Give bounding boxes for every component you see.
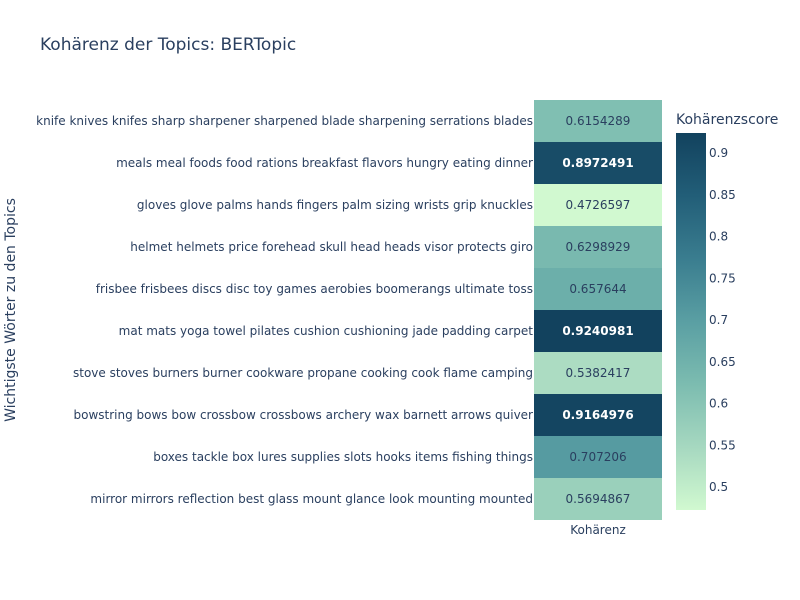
cell-value-label: 0.6154289 bbox=[566, 114, 631, 128]
colorbar-ticks: 0.5 0.55 0.6 0.65 0.7 0.75 0.8 0.85 0.9 bbox=[709, 146, 736, 494]
y-tick-label: stove stoves burners burner cookware pro… bbox=[73, 366, 533, 380]
y-tick-label: meals meal foods food rations breakfast … bbox=[116, 156, 533, 170]
heatmap-cell bbox=[534, 100, 662, 142]
colorbar-tick-label: 0.65 bbox=[709, 355, 736, 369]
x-tick-labels: Kohärenz bbox=[570, 523, 626, 537]
heatmap-cell bbox=[534, 142, 662, 184]
colorbar-tick-label: 0.5 bbox=[709, 480, 728, 494]
heatmap-cell bbox=[534, 352, 662, 394]
y-tick-label: helmet helmets price forehead skull head… bbox=[130, 240, 533, 254]
cell-value-label: 0.9240981 bbox=[562, 324, 633, 338]
cell-value-label: 0.5694867 bbox=[566, 492, 631, 506]
colorbar-tick-label: 0.85 bbox=[709, 188, 736, 202]
colorbar-title: Kohärenzscore bbox=[676, 112, 778, 128]
heatmap-cell bbox=[534, 310, 662, 352]
y-tick-label: mat mats yoga towel pilates cushion cush… bbox=[119, 324, 534, 338]
chart-title: Kohärenz der Topics: BERTopic bbox=[40, 35, 296, 55]
x-tick-label: Kohärenz bbox=[570, 523, 626, 537]
y-tick-label: bowstring bows bow crossbow crossbows ar… bbox=[73, 408, 533, 422]
colorbar-tick-label: 0.8 bbox=[709, 230, 728, 244]
colorbar-tick-label: 0.7 bbox=[709, 313, 728, 327]
cell-value-label: 0.5382417 bbox=[566, 366, 631, 380]
cell-value-label: 0.9164976 bbox=[562, 408, 633, 422]
heatmap-cell bbox=[534, 184, 662, 226]
heatmap-cell bbox=[534, 394, 662, 436]
heatmap-cell bbox=[534, 268, 662, 310]
heatmap-cell bbox=[534, 226, 662, 268]
colorbar-gradient bbox=[676, 133, 706, 510]
colorbar-tick-label: 0.6 bbox=[709, 397, 728, 411]
colorbar-tick-label: 0.55 bbox=[709, 438, 736, 452]
y-tick-label: gloves glove palms hands fingers palm si… bbox=[137, 198, 533, 212]
colorbar: Kohärenzscore 0.50.550.60.650.70.750.80.… bbox=[676, 112, 778, 510]
cell-value-label: 0.4726597 bbox=[566, 198, 631, 212]
heatmap-cells: 0.6154289 0.8972491 0.4726597 0.6298929 0.65… bbox=[534, 100, 662, 520]
heatmap-cell bbox=[534, 436, 662, 478]
y-tick-labels: knife knives knifes sharp sharpener shar… bbox=[36, 114, 533, 506]
cell-value-label: 0.6298929 bbox=[566, 240, 631, 254]
colorbar-tick-label: 0.75 bbox=[709, 271, 736, 285]
heatmap-cell bbox=[534, 478, 662, 520]
y-tick-label: frisbee frisbees discs disc toy games ae… bbox=[96, 282, 533, 296]
colorbar-tick-label: 0.9 bbox=[709, 146, 728, 160]
y-tick-label: boxes tackle box lures supplies slots ho… bbox=[153, 450, 533, 464]
cell-value-label: 0.707206 bbox=[569, 450, 626, 464]
y-tick-label: mirror mirrors reflection best glass mou… bbox=[90, 492, 533, 506]
cell-value-label: 0.657644 bbox=[569, 282, 626, 296]
y-tick-label: knife knives knifes sharp sharpener shar… bbox=[36, 114, 533, 128]
cell-value-label: 0.8972491 bbox=[562, 156, 633, 170]
y-axis-label: Wichtigste Wörter zu den Topics bbox=[3, 198, 19, 422]
